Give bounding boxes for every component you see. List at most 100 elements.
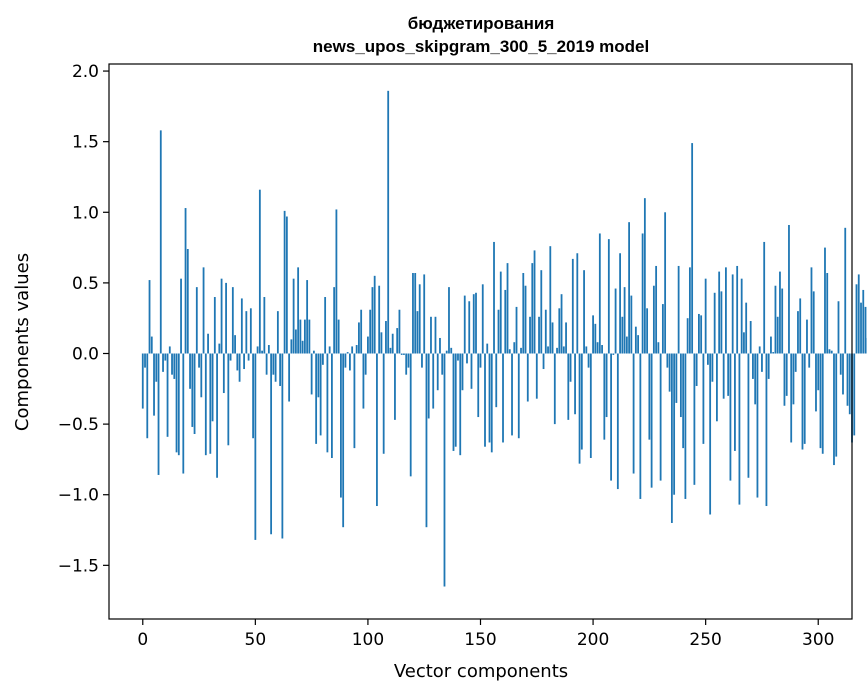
bar xyxy=(722,353,725,399)
bars-group xyxy=(141,90,867,587)
bar xyxy=(646,308,649,354)
bar xyxy=(148,280,151,354)
bar xyxy=(506,263,509,354)
bar xyxy=(704,278,707,354)
bar xyxy=(844,227,847,354)
bar xyxy=(767,353,770,379)
bar xyxy=(634,326,637,354)
bar xyxy=(459,353,462,456)
bar xyxy=(369,309,372,354)
bar xyxy=(774,285,777,354)
bar xyxy=(335,209,338,354)
bar xyxy=(803,353,806,444)
bar xyxy=(522,273,525,354)
bar xyxy=(301,340,304,354)
bar xyxy=(533,250,536,354)
bar xyxy=(691,143,694,354)
bar xyxy=(421,353,423,368)
bar xyxy=(587,353,590,368)
bar xyxy=(578,353,581,464)
bar xyxy=(713,292,716,354)
bar xyxy=(549,246,552,354)
bar xyxy=(360,309,363,354)
bar xyxy=(846,353,849,406)
bar xyxy=(236,353,239,371)
bar xyxy=(743,332,745,354)
bar xyxy=(432,353,435,409)
bar xyxy=(686,318,689,354)
bar xyxy=(603,353,606,440)
bar xyxy=(308,319,311,354)
bar xyxy=(529,316,531,354)
bar xyxy=(321,353,324,365)
bar xyxy=(144,353,146,368)
bar xyxy=(342,353,345,528)
bar xyxy=(819,353,822,449)
bar xyxy=(400,353,403,355)
bar xyxy=(727,353,730,396)
bar xyxy=(806,319,808,354)
bar xyxy=(619,253,621,354)
bar xyxy=(585,346,588,354)
bar xyxy=(675,353,678,403)
bar xyxy=(833,353,835,466)
bar xyxy=(288,353,291,402)
bar xyxy=(191,353,194,427)
bar xyxy=(252,353,254,439)
bar xyxy=(220,278,223,354)
bar xyxy=(698,313,700,354)
bar xyxy=(862,289,865,354)
bar xyxy=(493,241,495,354)
bar xyxy=(193,353,196,434)
y-tick-label: −1.5 xyxy=(58,556,99,576)
y-tick-label: −1.0 xyxy=(58,486,99,506)
x-tick-label: 300 xyxy=(802,630,834,650)
y-axis-ticks: −1.5 −1.0 −0.5 0.0 0.5 1.0 1.5 2.0 xyxy=(58,62,109,576)
bar xyxy=(657,342,660,354)
bar xyxy=(758,346,761,354)
bar xyxy=(860,302,862,354)
bar xyxy=(801,353,804,450)
bar xyxy=(810,267,813,354)
bar xyxy=(688,267,691,354)
bar xyxy=(403,353,405,355)
bar xyxy=(747,353,750,478)
bar xyxy=(328,346,331,354)
bar xyxy=(180,278,182,354)
bar xyxy=(461,353,464,391)
bar xyxy=(312,350,315,354)
bar xyxy=(695,353,698,386)
bar xyxy=(211,353,214,422)
bar xyxy=(632,353,635,474)
bar xyxy=(815,353,817,412)
bar xyxy=(452,353,455,451)
bar xyxy=(441,353,444,375)
bar xyxy=(213,297,216,354)
bar xyxy=(398,309,401,354)
bar xyxy=(553,353,556,425)
bar xyxy=(439,337,441,354)
bar xyxy=(184,208,187,354)
bar xyxy=(596,342,599,354)
bar xyxy=(389,347,392,354)
bar xyxy=(164,353,167,361)
bar xyxy=(245,311,248,354)
bar xyxy=(601,345,603,354)
bar xyxy=(700,315,703,354)
bar xyxy=(756,353,759,498)
bar xyxy=(430,316,432,354)
x-axis-label: Vector components xyxy=(394,661,568,682)
bar xyxy=(238,353,241,382)
bar xyxy=(367,336,369,354)
bar xyxy=(414,273,417,354)
bar xyxy=(279,353,282,386)
bar xyxy=(673,353,676,495)
bar xyxy=(166,353,169,437)
bar xyxy=(765,353,768,507)
bar xyxy=(580,353,583,450)
bar xyxy=(477,353,480,418)
bar xyxy=(299,319,302,354)
bar xyxy=(797,311,799,354)
bar xyxy=(650,353,653,488)
bar xyxy=(380,332,383,354)
